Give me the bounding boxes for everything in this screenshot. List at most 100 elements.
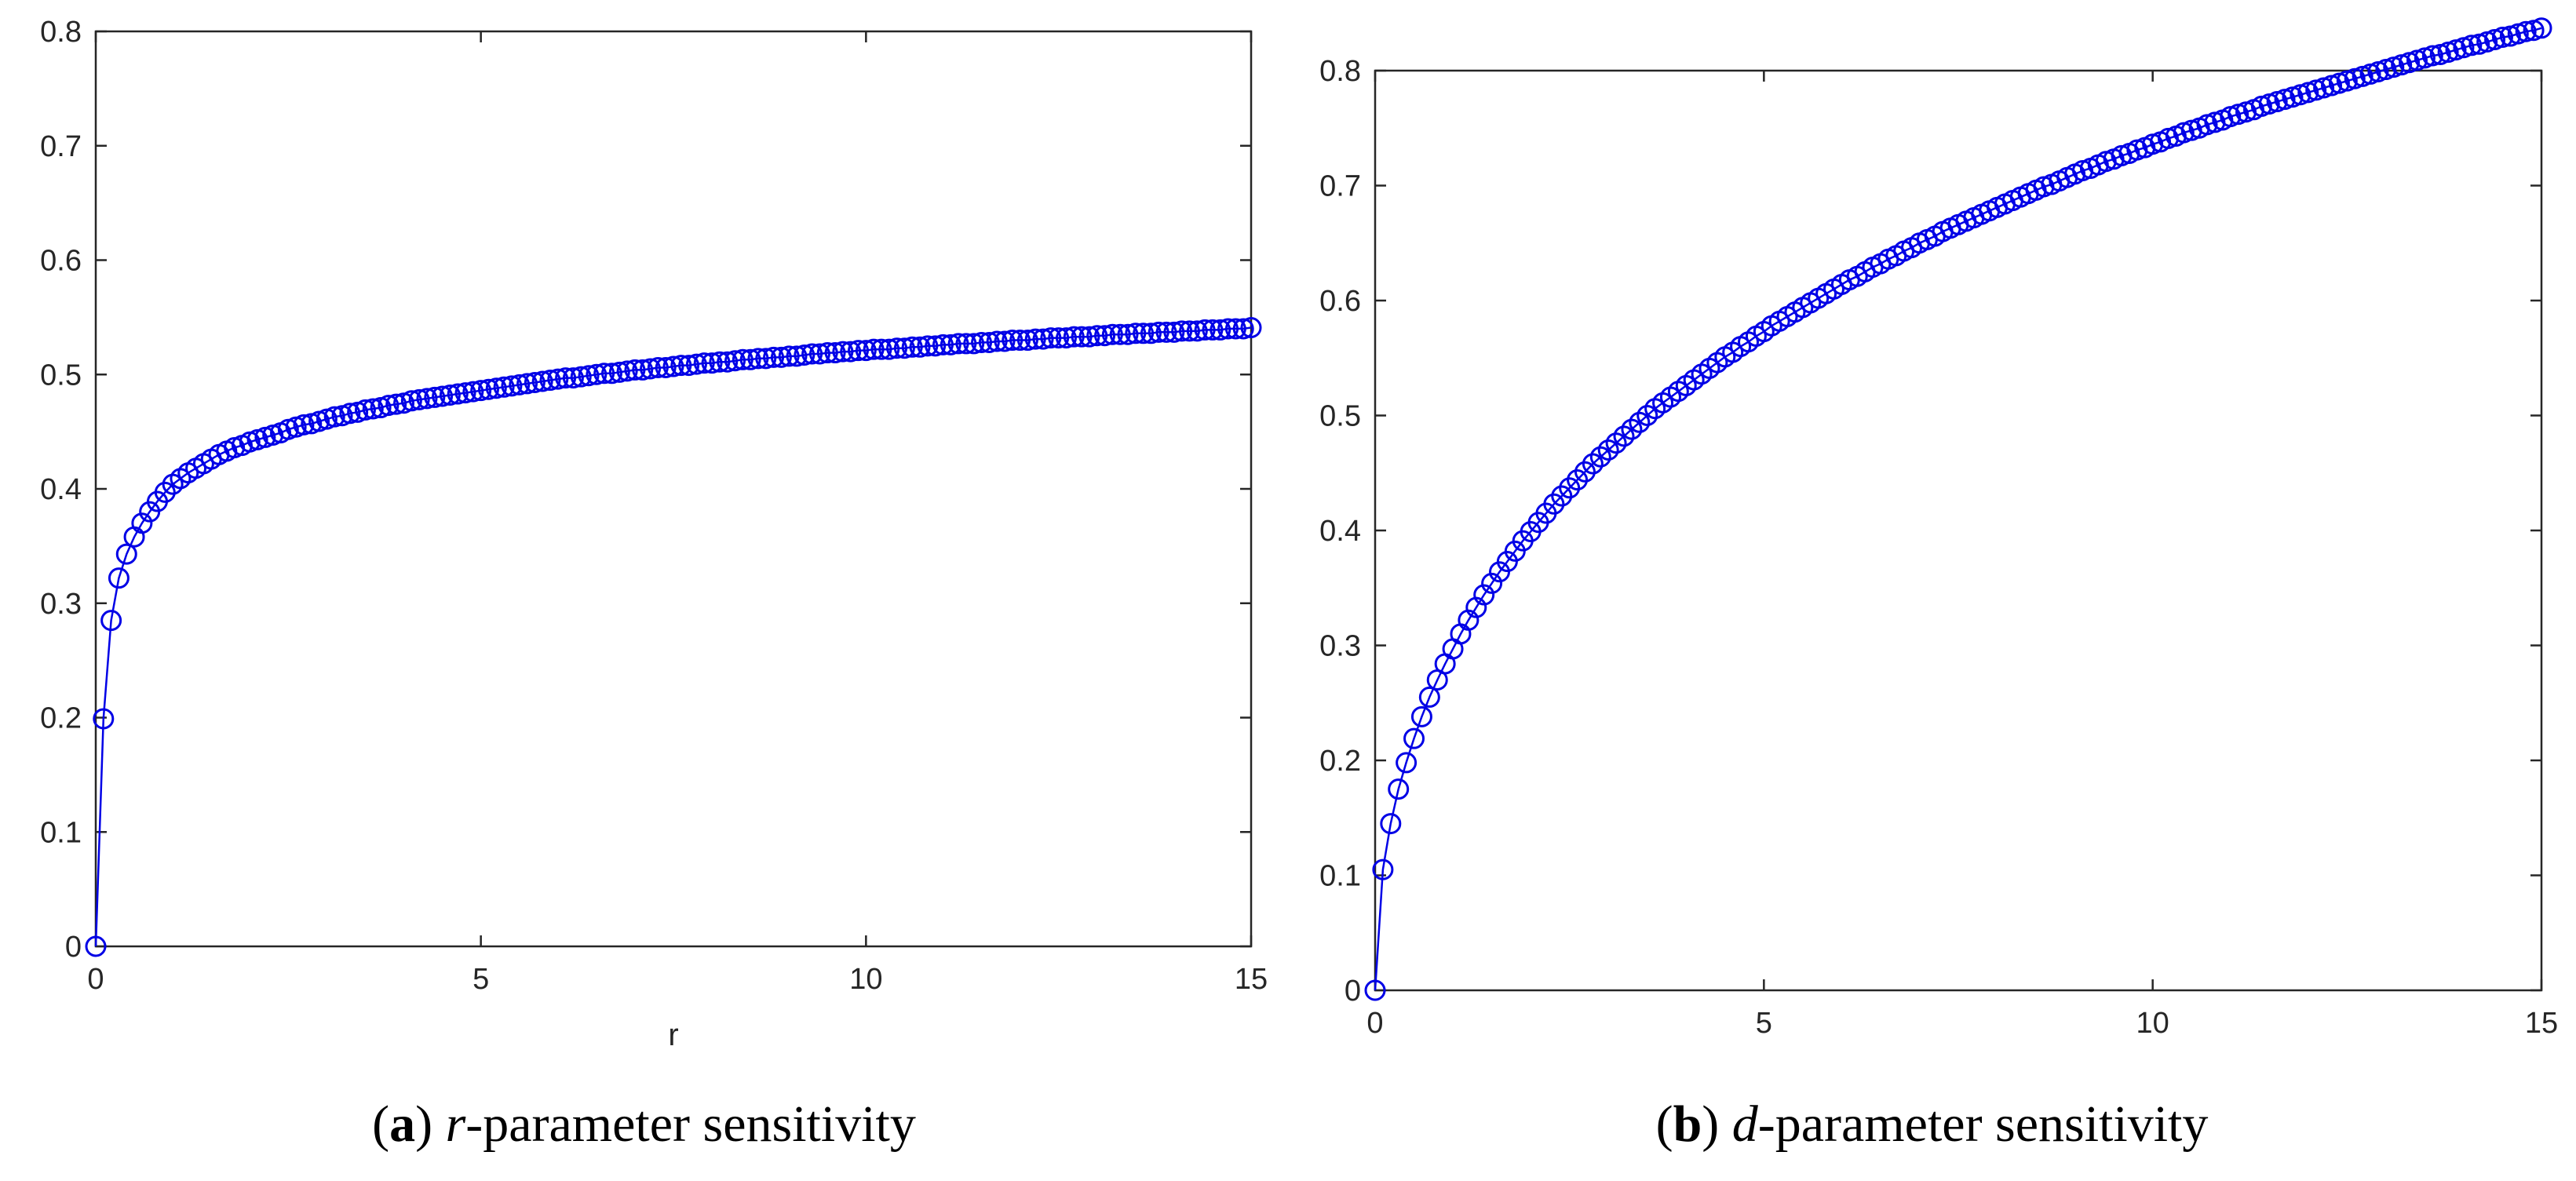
data-point (994, 330, 1016, 352)
data-point (724, 350, 746, 372)
data-point (2530, 17, 2552, 39)
y-tick-label: 0.7 (1319, 170, 1361, 203)
data-point (1240, 316, 1262, 338)
data-point (1101, 323, 1123, 345)
y-tick-label: 0.6 (1319, 285, 1361, 318)
data-point (763, 346, 785, 368)
data-point (516, 373, 538, 395)
data-point (2515, 20, 2537, 42)
data-point (1232, 318, 1254, 340)
data-point (547, 368, 569, 390)
data-point (1078, 326, 1100, 348)
data-point (115, 543, 137, 565)
data-point (1040, 327, 1062, 349)
caption-a-letter: a (389, 1095, 416, 1153)
data-point (1582, 453, 1604, 475)
data-point (794, 344, 815, 366)
data-point (1140, 323, 1162, 344)
data-point (100, 610, 122, 632)
data-point (400, 390, 422, 412)
data-point (1002, 330, 1023, 352)
data-point (1032, 328, 1054, 350)
data-point (893, 337, 915, 359)
x-axis-label: r (668, 1018, 678, 1052)
data-point (616, 360, 638, 382)
data-point (1016, 330, 1038, 352)
chart-a: 0 5 10 15 0 0.1 0.2 0.3 0.4 0.5 0.6 0.7 0.8 r (40, 16, 1268, 1052)
data-point (624, 359, 646, 381)
data-point (632, 359, 654, 381)
data-point (917, 335, 939, 357)
data-point (801, 343, 823, 365)
data-point (1567, 469, 1589, 491)
data-point (786, 345, 808, 367)
data-point (685, 353, 707, 375)
data-point (354, 399, 376, 421)
caption-a-text: -parameter sensitivity (465, 1095, 916, 1153)
chart-b: 0 5 10 15 0 0.1 0.2 0.3 0.4 0.5 0.6 0.7 0.8 (1319, 17, 2558, 1040)
data-point (408, 388, 430, 410)
data-point (1224, 318, 1246, 340)
data-point (732, 348, 753, 370)
data-point (432, 385, 454, 407)
x-tick-label: 15 (2525, 1007, 2558, 1040)
data-point (824, 342, 846, 364)
y-tick-label: 0.4 (1319, 515, 1361, 548)
data-point (1372, 858, 1394, 880)
data-point (1597, 439, 1619, 461)
data-point (1396, 752, 1418, 774)
data-point (1163, 321, 1185, 343)
data-point (1613, 425, 1635, 447)
data-point (955, 333, 977, 355)
data-point (378, 395, 400, 417)
caption-b-text: -parameter sensitivity (1757, 1095, 2209, 1153)
data-point (848, 340, 870, 362)
y-tick-label: 0.2 (40, 702, 82, 735)
data-point (808, 343, 830, 365)
y-tick-label: 0.1 (40, 816, 82, 849)
caption-b-letter: b (1673, 1095, 1702, 1153)
data-point (293, 414, 315, 436)
x-tick-label: 0 (1366, 1007, 1383, 1040)
data-point (717, 351, 739, 373)
data-point (963, 333, 985, 355)
data-point (439, 384, 461, 406)
data-point (1202, 319, 1224, 341)
data-point (1380, 813, 1402, 835)
data-point (971, 331, 993, 353)
data-point (755, 348, 777, 370)
data-point (1551, 485, 1573, 507)
x-tick-label: 5 (1756, 1007, 1772, 1040)
data-point (1364, 979, 1386, 1001)
y-tick-label: 0 (1345, 975, 1361, 1008)
data-point (1133, 323, 1155, 344)
data-point (1063, 326, 1085, 348)
y-tick-label: 0.3 (1319, 630, 1361, 663)
caption-b: (b) d-parameter sensitivity (1655, 1095, 2209, 1153)
data-point (493, 376, 515, 398)
data-point (1086, 325, 1108, 347)
data-point (816, 342, 838, 364)
data-point (670, 355, 692, 377)
data-point (154, 481, 176, 503)
data-point (1589, 446, 1611, 468)
x-tick-label: 5 (473, 963, 489, 996)
data-point (531, 370, 553, 392)
y-tick-label: 0.2 (1319, 745, 1361, 778)
data-point (693, 352, 715, 374)
y-tick-label: 0.8 (40, 16, 82, 49)
x-tick-label: 10 (2136, 1007, 2169, 1040)
data-point (947, 333, 969, 355)
data-point (640, 358, 662, 380)
data-point (501, 375, 523, 397)
data-point (840, 341, 862, 363)
data-point (524, 371, 545, 393)
data-point (1636, 405, 1658, 426)
data-point (855, 340, 877, 362)
data-point (1217, 318, 1239, 340)
data-point (454, 382, 476, 404)
data-point (1418, 686, 1440, 708)
data-point (770, 346, 792, 368)
data-point (1194, 319, 1216, 341)
data-point (747, 348, 769, 370)
